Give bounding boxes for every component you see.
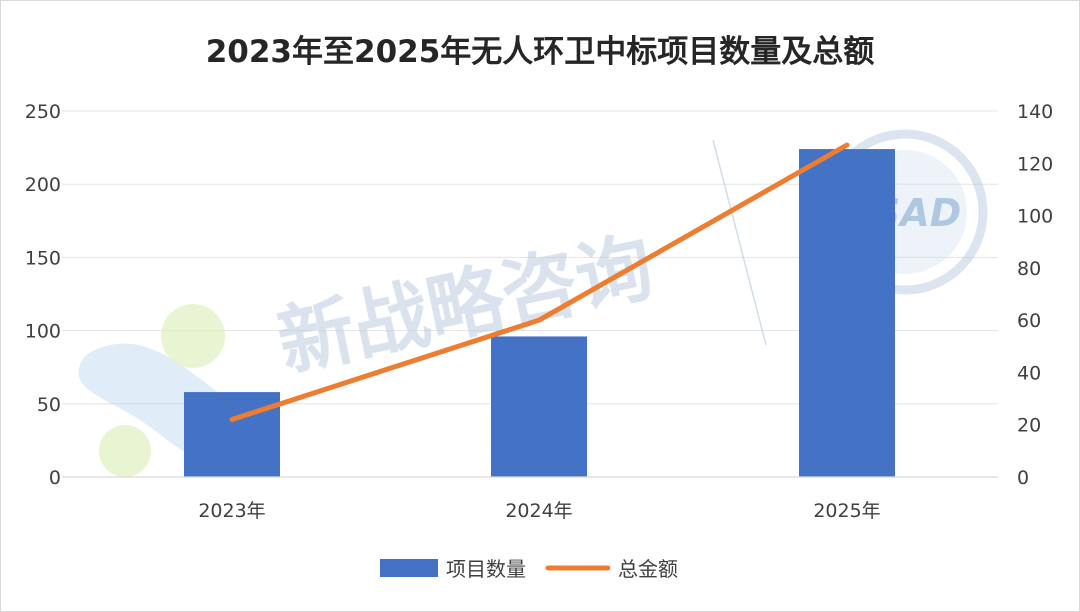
watermark-green-dot bbox=[99, 425, 151, 477]
legend-label-bar: 项目数量 bbox=[446, 557, 526, 581]
y2-tick-label: 80 bbox=[1017, 258, 1041, 280]
x-tick-label: 2024年 bbox=[505, 500, 572, 522]
x-tick-label: 2025年 bbox=[813, 500, 880, 522]
bar-3 bbox=[799, 149, 895, 477]
legend-label-line: 总金额 bbox=[618, 557, 678, 581]
y2-tick-label: 100 bbox=[1017, 206, 1053, 228]
y-tick-label: 150 bbox=[25, 247, 61, 269]
y2-tick-label: 140 bbox=[1017, 101, 1053, 123]
watermark-stroke bbox=[712, 139, 767, 346]
legend-swatch-bar bbox=[380, 559, 438, 577]
y-tick-label: 0 bbox=[49, 467, 61, 489]
legend: 项目数量 总金额 bbox=[380, 557, 678, 581]
bar-1 bbox=[184, 392, 280, 477]
y2-tick-label: 40 bbox=[1017, 362, 1041, 384]
x-tick-label: 2023年 bbox=[198, 500, 265, 522]
y-tick-label: 250 bbox=[25, 101, 61, 123]
y2-tick-label: 0 bbox=[1017, 467, 1029, 489]
y-tick-label: 50 bbox=[37, 394, 61, 416]
line-series bbox=[229, 142, 850, 422]
y2-tick-label: 120 bbox=[1017, 153, 1053, 175]
chart-title: 2023年至2025年无人环卫中标项目数量及总额 bbox=[206, 34, 875, 70]
bar-series bbox=[184, 149, 895, 477]
y-tick-label: 200 bbox=[25, 174, 61, 196]
x-axis: 2023年 2024年 2025年 bbox=[198, 500, 880, 522]
y2-tick-label: 60 bbox=[1017, 310, 1041, 332]
watermark-green-dot bbox=[161, 304, 225, 368]
left-y-axis: 0 50 100 150 200 250 bbox=[25, 101, 61, 489]
y2-tick-label: 20 bbox=[1017, 415, 1041, 437]
y-tick-label: 100 bbox=[25, 321, 61, 343]
bar-2 bbox=[491, 336, 587, 477]
right-y-axis: 0 20 40 60 80 100 120 140 bbox=[1017, 101, 1053, 489]
